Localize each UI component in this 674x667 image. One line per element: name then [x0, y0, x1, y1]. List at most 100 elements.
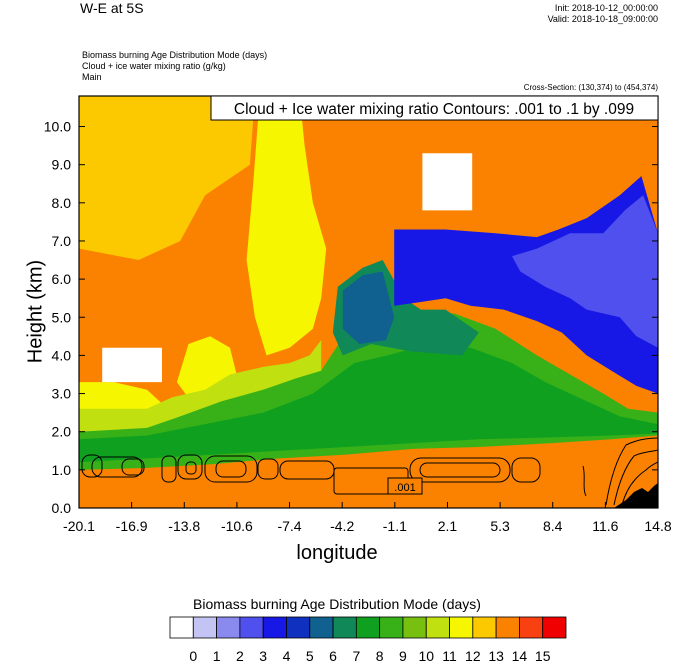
y-tick-label: 1.0: [52, 462, 72, 478]
y-axis-label: Height (km): [24, 259, 47, 364]
colorbar-swatch: [519, 616, 544, 639]
plot-title: W-E at 5S: [80, 0, 144, 16]
colorbar-swatch: [379, 616, 404, 639]
x-axis: -20.1 -16.9 -13.8 -10.6 -7.4 -4.2 -1.1 2.1 5.3 8.…: [63, 502, 672, 534]
colorbar-label: 14: [512, 648, 528, 664]
y-tick-label: 0.0: [52, 500, 72, 516]
colorbar-swatch: [449, 616, 474, 639]
region-6-days: [342, 271, 395, 344]
x-axis-label: longitude: [296, 542, 378, 564]
colorbar-label: 12: [465, 648, 481, 664]
contour-line: [161, 455, 177, 483]
contour-line: [582, 465, 587, 497]
region-0-days: [102, 347, 162, 383]
y-tick-label: 6.0: [52, 271, 72, 287]
colorbar-swatch: [309, 616, 334, 639]
contour-line: [613, 449, 658, 506]
terrain: [614, 483, 658, 508]
y-tick-label: 3.0: [52, 386, 72, 402]
colorbar-label: 8: [376, 648, 384, 664]
y-tick-label: 9.0: [52, 157, 72, 173]
region-11-days: [79, 340, 322, 436]
colorbar-label: 13: [488, 648, 504, 664]
x-tick-label: -10.6: [221, 518, 253, 534]
colorbar-swatch: [216, 616, 241, 639]
colorbar-swatch: [425, 616, 450, 639]
colorbar-swatch: [355, 616, 381, 639]
plot-area: [78, 95, 659, 509]
y-tick-label: 2.0: [52, 424, 72, 440]
contour-line: [177, 454, 203, 480]
colorbar-swatch: [192, 616, 217, 639]
x-tick-label: 8.4: [543, 518, 563, 534]
y-tick-label: 8.0: [52, 195, 72, 211]
field-label-biomass: Biomass burning Age Distribution Mode (d…: [82, 50, 268, 60]
y-tick-label: 7.0: [52, 233, 72, 249]
colorbar-swatch: [472, 616, 497, 639]
contour-line: [511, 457, 541, 483]
colorbar-swatch: [332, 616, 357, 639]
colorbar-label: 1: [213, 648, 221, 664]
x-tick-label: 14.8: [644, 518, 671, 534]
contour-line: [121, 458, 145, 476]
colorbar-swatch: [402, 616, 427, 639]
colorbar-label: 5: [306, 648, 314, 664]
x-tick-label: -1.1: [383, 518, 407, 534]
region-4-days: [394, 176, 658, 394]
colorbar-label: 6: [329, 648, 337, 664]
x-tick-label: -16.9: [116, 518, 148, 534]
region-8-days: [79, 344, 658, 463]
colorbar-label: 4: [283, 648, 291, 664]
region-12-days: [79, 382, 164, 413]
colorbar-label: 11: [442, 648, 457, 664]
cloud-contours: [81, 437, 658, 506]
y-tick-label: 10.0: [44, 119, 71, 135]
colorbar-label: 9: [399, 648, 407, 664]
contour-line: [215, 460, 247, 478]
region-0-days: [422, 153, 473, 211]
contour-value-label: .001: [387, 477, 423, 495]
contour-line: [419, 462, 501, 478]
x-tick-label: -20.1: [63, 518, 95, 534]
x-tick-label: 2.1: [438, 518, 458, 534]
contour-line: [204, 455, 258, 483]
x-tick-label: -13.8: [168, 518, 200, 534]
x-tick-label: -7.4: [277, 518, 301, 534]
x-tick-label: 11.6: [592, 518, 618, 534]
colorbar-label: 10: [418, 648, 434, 664]
colorbar-label: 7: [352, 648, 360, 664]
region-13-days: [79, 96, 255, 260]
valid-time: Valid: 2018-10-18_09:00:00: [547, 14, 658, 24]
region-12-days: [246, 96, 327, 356]
colorbar-label: 3: [259, 648, 267, 664]
cross-section-label: Cross-Section: (130,374) to (454,374): [523, 83, 658, 92]
colorbar-title: Biomass burning Age Distribution Mode (d…: [193, 596, 481, 612]
contour-line: [621, 461, 658, 506]
colorbar-swatch: [169, 616, 194, 639]
contour-line: [257, 458, 279, 480]
contour-line: [81, 454, 103, 478]
y-axis: 0.0 1.0 2.0 3.0 4.0 5.0 6.0 7.0 8.0 9.0 10.0: [44, 119, 658, 516]
shaded-regions: [79, 96, 658, 470]
contour-line: [409, 457, 511, 483]
colorbar-swatch: [262, 616, 287, 639]
colorbar-label: 2: [236, 648, 244, 664]
colorbar-swatch: [495, 616, 520, 639]
contour-line: [605, 437, 658, 506]
y-tick-label: 5.0: [52, 309, 72, 325]
field-label-cloud: Cloud + ice water mixing ratio (g/kg): [82, 61, 226, 71]
contour-line: [91, 456, 143, 478]
svg-text:.001: .001: [394, 482, 415, 494]
field-label-main: Main: [82, 72, 102, 82]
colorbar-swatch: [239, 616, 264, 639]
y-tick-label: 4.0: [52, 347, 72, 363]
colorbar: 0 1 2 3 4 5 6 7 8 9 10 11 12 13 14 15: [169, 616, 567, 664]
region-3-days: [512, 195, 658, 348]
colorbar-swatch: [542, 616, 567, 639]
contour-info-text: Cloud + Ice water mixing ratio Contours:…: [234, 101, 634, 118]
contour-line: [185, 461, 197, 475]
colorbar-swatch: [286, 616, 311, 639]
contour-info-box: Cloud + Ice water mixing ratio Contours:…: [210, 95, 659, 121]
x-tick-label: 5.3: [490, 518, 510, 534]
